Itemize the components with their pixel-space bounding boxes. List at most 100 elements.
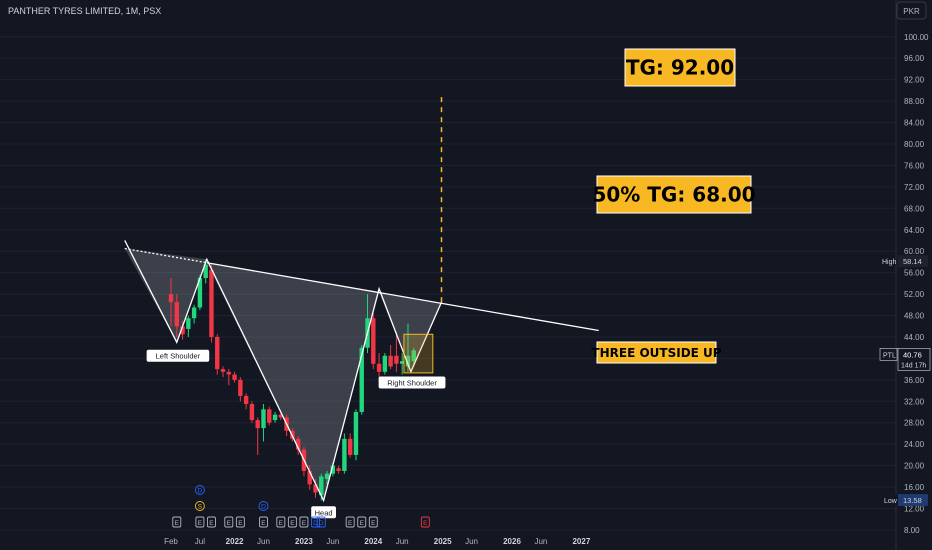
candle-body bbox=[174, 302, 179, 327]
currency-button[interactable]: PKR bbox=[903, 7, 920, 16]
candle-body bbox=[394, 355, 399, 364]
price-tick-label: 24.00 bbox=[904, 440, 925, 449]
left-shoulder-label: Left Shoulder bbox=[146, 349, 210, 362]
target-annotation-box bbox=[624, 48, 736, 87]
candle-body bbox=[411, 350, 416, 362]
candle-body bbox=[243, 395, 249, 404]
head-and-shoulders-pattern: Left Shoulder Head Right Shoulder bbox=[124, 95, 599, 519]
currency-button-frame[interactable] bbox=[896, 1, 927, 20]
ticker-box bbox=[879, 348, 898, 361]
candle-body bbox=[307, 470, 312, 485]
last-price-value: 40.76 bbox=[903, 350, 922, 359]
time-tick-label: Jul bbox=[195, 537, 205, 546]
earnings-marker-text: E bbox=[360, 520, 365, 527]
target-annotation-text: TG: 92.00 bbox=[626, 56, 734, 80]
candle-body bbox=[330, 465, 336, 474]
dividend-marker-circle bbox=[194, 485, 205, 495]
candle-body bbox=[342, 438, 347, 471]
annotations: TG: 92.00 50% TG: 68.00 THREE OUTSIDE UP bbox=[403, 48, 756, 374]
target-annotation: TG: 92.00 bbox=[624, 48, 736, 87]
dividend-marker-text: D bbox=[261, 503, 266, 510]
candle-body bbox=[209, 269, 214, 337]
earnings-marker-box bbox=[311, 516, 320, 528]
three-outside-up-zone bbox=[403, 333, 434, 374]
candle-body bbox=[191, 307, 197, 319]
candle-body bbox=[405, 355, 411, 367]
price-tick-label: 56.00 bbox=[904, 269, 925, 278]
price-tick-label: 36.00 bbox=[904, 376, 925, 385]
price-tick-label: 64.00 bbox=[904, 226, 925, 235]
neckline-dotted bbox=[124, 247, 207, 264]
price-tick-label: 92.00 bbox=[904, 76, 925, 85]
event-markers: E E E E E E E E E D D E E E EDS D bbox=[172, 485, 430, 528]
dividend-marker: D bbox=[194, 485, 205, 495]
candle-body bbox=[232, 374, 237, 380]
earnings-marker: D bbox=[311, 516, 320, 528]
high-label: High bbox=[882, 259, 897, 266]
earnings-marker-box bbox=[345, 516, 355, 528]
pattern-name-annotation-box bbox=[596, 341, 717, 364]
low-label-box bbox=[881, 494, 898, 507]
earnings-marker: E bbox=[195, 516, 205, 528]
low-label: Low bbox=[884, 498, 898, 505]
candle-body bbox=[295, 438, 301, 450]
candle-body bbox=[313, 484, 318, 493]
pattern-zigzag-line bbox=[124, 240, 443, 503]
earnings-marker-box bbox=[172, 516, 182, 528]
earnings-marker-box bbox=[316, 516, 326, 528]
last-price-badge: PTL 40.76 14d 17h bbox=[879, 348, 931, 371]
time-axis[interactable]: Feb Jul 2022 Jun 2023 Jun 2024 Jun 2025 Jun 2026 Ju… bbox=[164, 537, 591, 546]
earnings-marker-text: E bbox=[198, 520, 203, 527]
price-axis[interactable]: 100.00 96.00 92.00 88.00 84.00 80.00 76.00 72.0… bbox=[895, 0, 929, 550]
earnings-marker-box bbox=[259, 516, 268, 528]
dividend-marker-text: D bbox=[198, 487, 203, 494]
earnings-marker-box bbox=[195, 516, 205, 528]
price-tick-label: 16.00 bbox=[904, 483, 925, 492]
earnings-marker-text: E bbox=[371, 520, 376, 527]
candle-body bbox=[272, 414, 278, 421]
earnings-marker-upcoming: E bbox=[420, 516, 430, 528]
time-tick-label: 2024 bbox=[364, 537, 382, 546]
earnings-marker-box bbox=[276, 516, 286, 528]
earnings-marker-text: E bbox=[348, 520, 353, 527]
price-tick-label: 20.00 bbox=[904, 462, 925, 471]
earnings-marker-text: E bbox=[227, 520, 232, 527]
earnings-marker: E bbox=[235, 516, 245, 528]
time-tick-label: 2022 bbox=[226, 537, 244, 546]
candle-body bbox=[336, 468, 341, 471]
candle-body bbox=[168, 294, 174, 303]
pattern-shading bbox=[124, 248, 442, 501]
candle-body bbox=[267, 409, 272, 423]
countdown-value: 14d 17h bbox=[901, 362, 926, 369]
high-badge: High 58.14 bbox=[882, 255, 928, 268]
candle-body bbox=[353, 412, 359, 455]
chart-title: PANTHER TYRES LIMITED, 1M, PSX bbox=[8, 6, 161, 16]
head-label-box bbox=[311, 506, 336, 519]
time-tick-label: 2023 bbox=[295, 537, 313, 546]
time-tick-label: 2025 bbox=[434, 537, 452, 546]
time-tick-label: Jun bbox=[465, 537, 478, 546]
price-tick-label: 84.00 bbox=[904, 119, 925, 128]
earnings-marker-box bbox=[357, 516, 367, 528]
earnings-marker-text: E bbox=[302, 520, 307, 527]
candle-body bbox=[388, 355, 393, 367]
candle-body bbox=[186, 318, 191, 329]
pattern-fill bbox=[124, 248, 207, 343]
earnings-marker-text: E bbox=[423, 520, 428, 527]
candle-body bbox=[197, 278, 203, 308]
earnings-marker-box bbox=[287, 516, 297, 528]
price-badges: High 58.14 Low 13.58 PTL 40.76 14d 17h bbox=[879, 255, 931, 507]
candle-body bbox=[278, 414, 284, 418]
price-tick-label: 80.00 bbox=[904, 140, 925, 149]
earnings-marker-text: E bbox=[209, 520, 214, 527]
earnings-marker-text: E bbox=[261, 520, 266, 527]
pattern-name-annotation: THREE OUTSIDE UP bbox=[591, 341, 722, 364]
candle-body bbox=[215, 336, 220, 370]
price-tick-label: 88.00 bbox=[904, 97, 925, 106]
candle-body bbox=[261, 409, 266, 429]
candle-body bbox=[255, 420, 260, 429]
earnings-marker-text: D bbox=[313, 520, 318, 527]
earnings-marker: E bbox=[259, 516, 268, 528]
